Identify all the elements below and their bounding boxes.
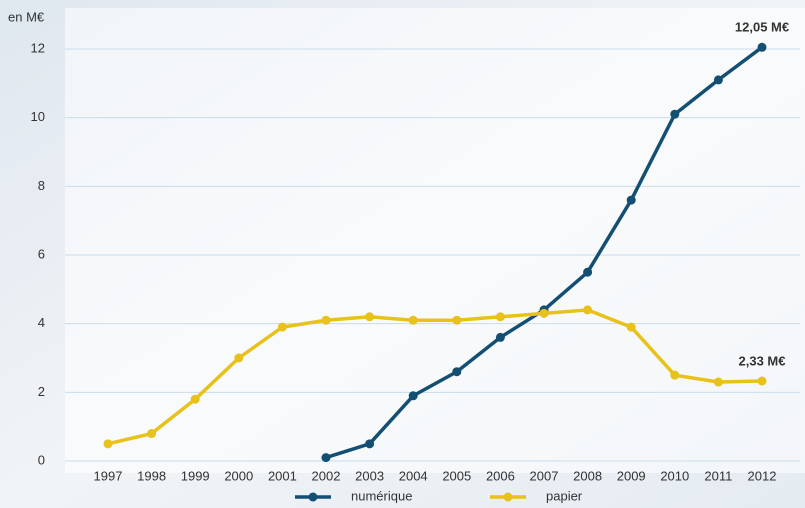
x-tick-label: 2002: [312, 468, 341, 483]
data-point: [452, 315, 462, 325]
data-point: [365, 312, 375, 322]
data-point: [321, 315, 331, 325]
data-point: [190, 394, 200, 404]
data-point: [277, 322, 287, 332]
data-point: [626, 322, 636, 332]
x-tick-label: 2009: [617, 468, 646, 483]
data-point: [583, 267, 593, 277]
x-tick-label: 2003: [355, 468, 384, 483]
annotation: 2,33 M€: [739, 353, 786, 368]
x-tick-label: 2006: [486, 468, 515, 483]
y-tick-label: 2: [38, 384, 45, 399]
data-point: [757, 42, 767, 52]
legend-swatch-dot: [308, 492, 318, 502]
x-tick-label: 1998: [137, 468, 166, 483]
data-point: [583, 305, 593, 315]
y-tick-label: 8: [38, 178, 45, 193]
legend-label: papier: [546, 488, 583, 503]
x-tick-label: 2000: [224, 468, 253, 483]
data-point: [670, 370, 680, 380]
series-line: [107, 308, 763, 446]
data-point: [408, 315, 418, 325]
x-tick-label: 2004: [399, 468, 428, 483]
data-point: [713, 377, 723, 387]
plot-area: [65, 8, 805, 473]
data-point: [321, 453, 331, 463]
x-tick-label: 2007: [530, 468, 559, 483]
data-point: [757, 376, 767, 386]
data-point: [539, 308, 549, 318]
data-point: [495, 332, 505, 342]
y-axis-label: en M€: [8, 9, 45, 24]
data-point: [495, 312, 505, 322]
x-tick-label: 2010: [660, 468, 689, 483]
x-tick-label: 1997: [94, 468, 123, 483]
x-tick-label: 2012: [748, 468, 777, 483]
x-tick-label: 2011: [704, 468, 732, 483]
y-tick-label: 4: [38, 315, 45, 330]
data-point: [103, 439, 113, 449]
data-point: [670, 109, 680, 119]
y-tick-label: 10: [31, 109, 45, 124]
data-point: [452, 367, 462, 377]
x-tick-label: 2005: [442, 468, 471, 483]
x-tick-label: 1999: [181, 468, 210, 483]
data-point: [408, 391, 418, 401]
x-tick-label: 2008: [573, 468, 602, 483]
legend-swatch-dot: [503, 492, 513, 502]
x-tick-label: 2001: [268, 468, 297, 483]
data-point: [713, 75, 723, 85]
data-point: [147, 429, 157, 439]
annotation: 12,05 M€: [735, 20, 789, 35]
y-tick-label: 6: [38, 246, 45, 261]
data-point: [234, 353, 244, 363]
data-point: [365, 439, 375, 449]
y-tick-label: 12: [31, 40, 45, 55]
legend-label: numérique: [351, 488, 412, 503]
data-point: [626, 195, 636, 205]
y-tick-label: 0: [38, 452, 45, 467]
